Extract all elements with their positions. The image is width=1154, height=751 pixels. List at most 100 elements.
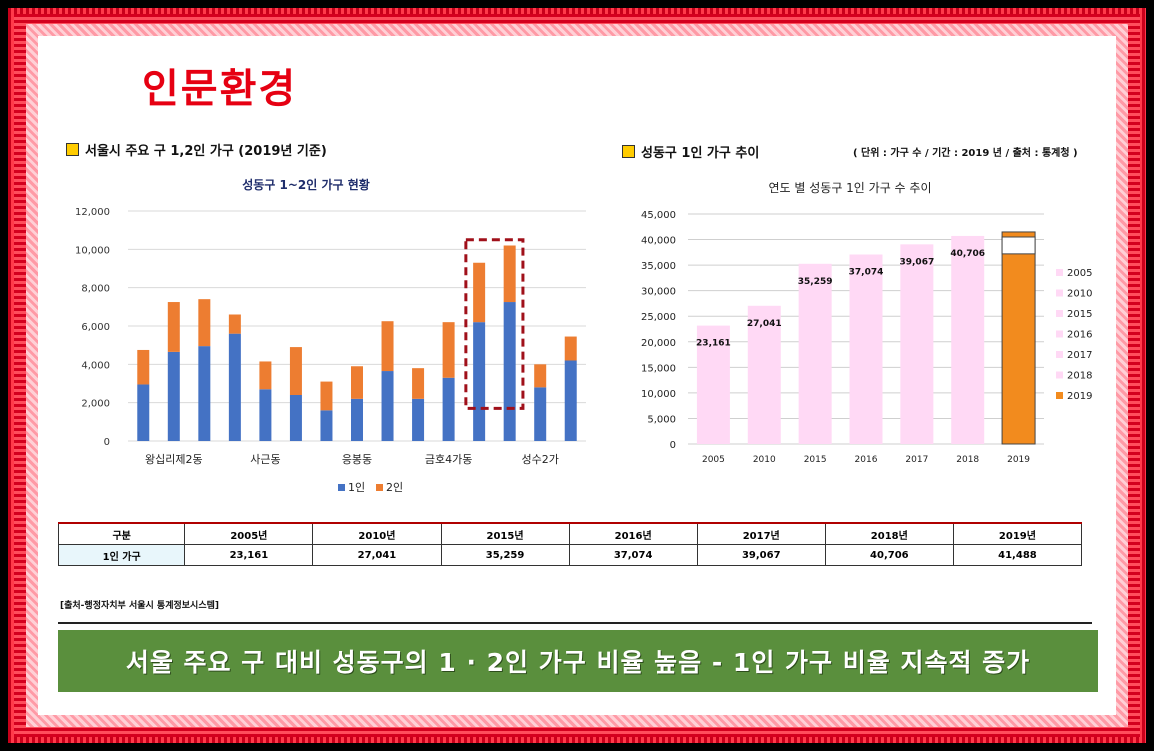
- bar-two-person: [351, 366, 363, 399]
- bar-year: [696, 325, 730, 444]
- legend-swatch: [1056, 310, 1063, 317]
- table-header: 2016년: [568, 522, 698, 545]
- bar-two-person: [442, 322, 455, 378]
- bar-two-person: [289, 347, 302, 395]
- legend-swatch: [376, 484, 383, 491]
- bar-two-person: [381, 321, 394, 372]
- yellow-square-icon: [622, 145, 635, 158]
- legend-swatch: [1056, 269, 1063, 276]
- table-header: 구분: [57, 522, 186, 545]
- y-tick-label: 35,000: [641, 261, 676, 272]
- y-tick-label: 12,000: [75, 207, 110, 218]
- y-tick-label: 4,000: [81, 360, 110, 371]
- table-cell: 35,259: [440, 544, 570, 566]
- bar-year: [849, 254, 883, 444]
- bar-one-person: [289, 395, 302, 441]
- right-section-title: 성동구 1인 가구 추이: [641, 146, 760, 161]
- bar-year: [798, 263, 832, 444]
- legend-label: 2005: [1067, 268, 1092, 279]
- y-tick-label: 0: [670, 440, 676, 451]
- y-tick-label: 6,000: [81, 322, 110, 333]
- summary-banner: 서울 주요 구 대비 성동구의 1 · 2인 가구 비율 높음 - 1인 가구 …: [58, 630, 1098, 692]
- x-tick-label: 2018: [956, 455, 979, 465]
- y-tick-label: 0: [104, 437, 110, 448]
- bar-2019: [1001, 231, 1036, 445]
- table-header: 2018년: [824, 522, 954, 545]
- legend-label: 2016: [1067, 330, 1092, 341]
- legend-swatch: [1056, 289, 1063, 297]
- table-cell: 40,706: [824, 544, 954, 566]
- legend-swatch: [338, 484, 345, 491]
- x-tick-label: 사근동: [250, 453, 280, 466]
- bar-two-person: [503, 245, 516, 303]
- legend-label: 2018: [1067, 371, 1092, 382]
- left-stacked-bar-chart: 성동구 1~2인 가구 현황 0 2,000 4,000 6,000 8,000 10,0…: [75, 177, 586, 494]
- legend-label: 1인: [348, 481, 365, 494]
- y-tick-label: 10,000: [75, 245, 110, 256]
- y-tick-label: 30,000: [641, 287, 676, 298]
- left-section-heading: 서울시 주요 구 1,2인 가구 (2019년 기준): [66, 140, 327, 159]
- x-tick-label: 2015: [804, 455, 827, 465]
- table-header: 2017년: [696, 522, 826, 545]
- legend-swatch: [1056, 371, 1063, 379]
- bar-one-person: [412, 398, 425, 441]
- content-canvas: 인문환경 서울시 주요 구 1,2인 가구 (2019년 기준) 성동구 1인 …: [38, 36, 1116, 715]
- bar-year: [900, 244, 934, 444]
- bar-one-person: [259, 389, 272, 441]
- x-tick-label: 금호4가동: [425, 453, 472, 466]
- y-tick-label: 5,000: [647, 414, 676, 425]
- bar-two-person: [228, 314, 241, 334]
- data-label: 35,259: [798, 277, 833, 287]
- legend-swatch: [1056, 351, 1063, 358]
- y-tick-label: 2,000: [81, 399, 110, 410]
- legend-label: 2015: [1067, 309, 1092, 320]
- data-label: 23,161: [696, 339, 731, 349]
- y-tick-label: 20,000: [641, 338, 676, 349]
- bar-one-person: [564, 360, 577, 441]
- table-header: 2019년: [952, 522, 1083, 545]
- legend-label: 2019: [1067, 391, 1092, 402]
- source-note: [출처-행정자치부 서울시 통계정보시스템]: [60, 601, 219, 611]
- y-tick-label: 40,000: [641, 236, 676, 247]
- bar-one-person: [320, 410, 333, 441]
- table-cell: 41,488: [952, 544, 1083, 566]
- y-tick-label: 25,000: [641, 312, 676, 323]
- legend-swatch: [1056, 392, 1063, 399]
- x-tick-label: 응봉동: [342, 453, 372, 466]
- yellow-square-icon: [66, 143, 79, 156]
- right-bar-chart: 연도 별 성동구 1인 가구 수 추이 0 5,000 10,000 15,000 20…: [641, 181, 1092, 465]
- bar-two-person: [259, 361, 272, 390]
- bar-two-person: [320, 381, 333, 411]
- bar-one-person: [442, 377, 455, 441]
- bar-one-person: [473, 322, 486, 441]
- y-tick-label: 15,000: [641, 363, 676, 374]
- x-tick-label: 2016: [855, 455, 878, 465]
- bar-one-person: [503, 302, 516, 441]
- bar-two-person: [137, 349, 150, 385]
- bar-two-person: [473, 262, 486, 323]
- x-tick-label: 2017: [905, 455, 928, 465]
- table-header: 2005년: [184, 522, 314, 545]
- bar-year: [951, 235, 985, 444]
- x-tick-label: 성수2가: [522, 453, 559, 466]
- household-table: 구분 2005년 2010년 2015년 2016년 2017년 2018년 2…: [57, 522, 1083, 566]
- data-label: 37,074: [849, 268, 884, 278]
- unit-note: ( 단위 : 가구 수 / 기간 : 2019 년 / 출처 : 통계청 ): [853, 148, 1078, 159]
- bar-one-person: [167, 351, 180, 441]
- left-section-title: 서울시 주요 구 1,2인 가구 (2019년 기준): [85, 144, 327, 159]
- y-tick-label: 45,000: [641, 210, 676, 221]
- table-cell: 27,041: [312, 544, 442, 566]
- bar-one-person: [351, 398, 363, 441]
- bar-one-person: [137, 384, 150, 441]
- bar-one-person: [228, 333, 241, 441]
- chart-title: 성동구 1~2인 가구 현황: [242, 177, 370, 192]
- chart-title: 연도 별 성동구 1인 가구 수 추이: [768, 181, 931, 195]
- table-cell: 23,161: [184, 544, 314, 566]
- divider: [58, 622, 1092, 624]
- table-header: 2010년: [312, 522, 442, 545]
- table-header: 2015년: [440, 522, 570, 545]
- right-section-heading: 성동구 1인 가구 추이: [622, 142, 759, 161]
- table-cell: 1인 가구: [57, 544, 186, 566]
- legend-label: 2010: [1067, 289, 1092, 300]
- page-title: 인문환경: [142, 66, 298, 112]
